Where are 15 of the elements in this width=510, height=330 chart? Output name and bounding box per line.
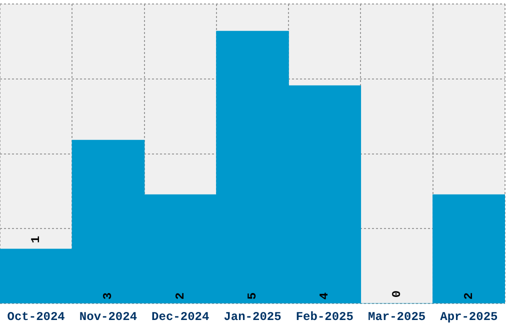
data-label: 1 xyxy=(29,236,44,244)
data-label: 3 xyxy=(101,292,116,300)
x-tick-label: Dec-2024 xyxy=(152,310,210,324)
x-tick-label: Jan-2025 xyxy=(224,310,282,324)
x-tick-label: Oct-2024 xyxy=(7,310,65,324)
data-label: 4 xyxy=(318,292,332,300)
data-label: 0 xyxy=(390,290,404,298)
data-label: 2 xyxy=(173,292,188,300)
data-label: 2 xyxy=(462,292,476,300)
x-tick-label: Mar-2025 xyxy=(368,310,426,324)
x-tick-label: Nov-2024 xyxy=(79,310,138,324)
bar xyxy=(432,194,505,304)
data-label: 5 xyxy=(246,292,260,300)
x-tick-label: Apr-2025 xyxy=(440,310,498,324)
x-tick-label: Feb-2025 xyxy=(296,310,354,324)
